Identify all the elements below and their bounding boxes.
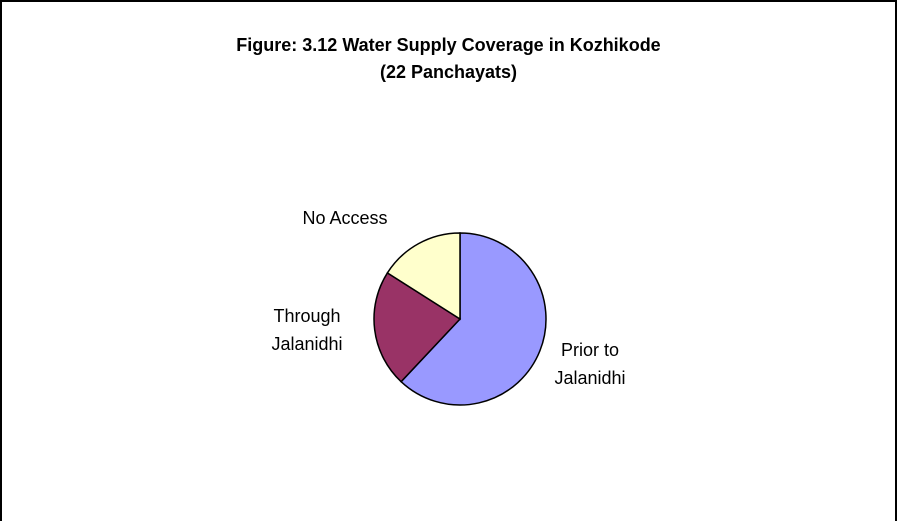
slice-label: Through Jalanidhi xyxy=(271,306,343,354)
slice-label: No Access xyxy=(302,208,388,228)
chart-title: Figure: 3.12 Water Supply Coverage in Ko… xyxy=(236,35,661,55)
pie-slice xyxy=(386,232,461,321)
pie-slice xyxy=(400,232,547,406)
pie-slice xyxy=(373,271,462,383)
slice-label: Prior to Jalanidhi xyxy=(554,340,626,388)
chart-subtitle: (22 Panchayats) xyxy=(379,62,518,82)
